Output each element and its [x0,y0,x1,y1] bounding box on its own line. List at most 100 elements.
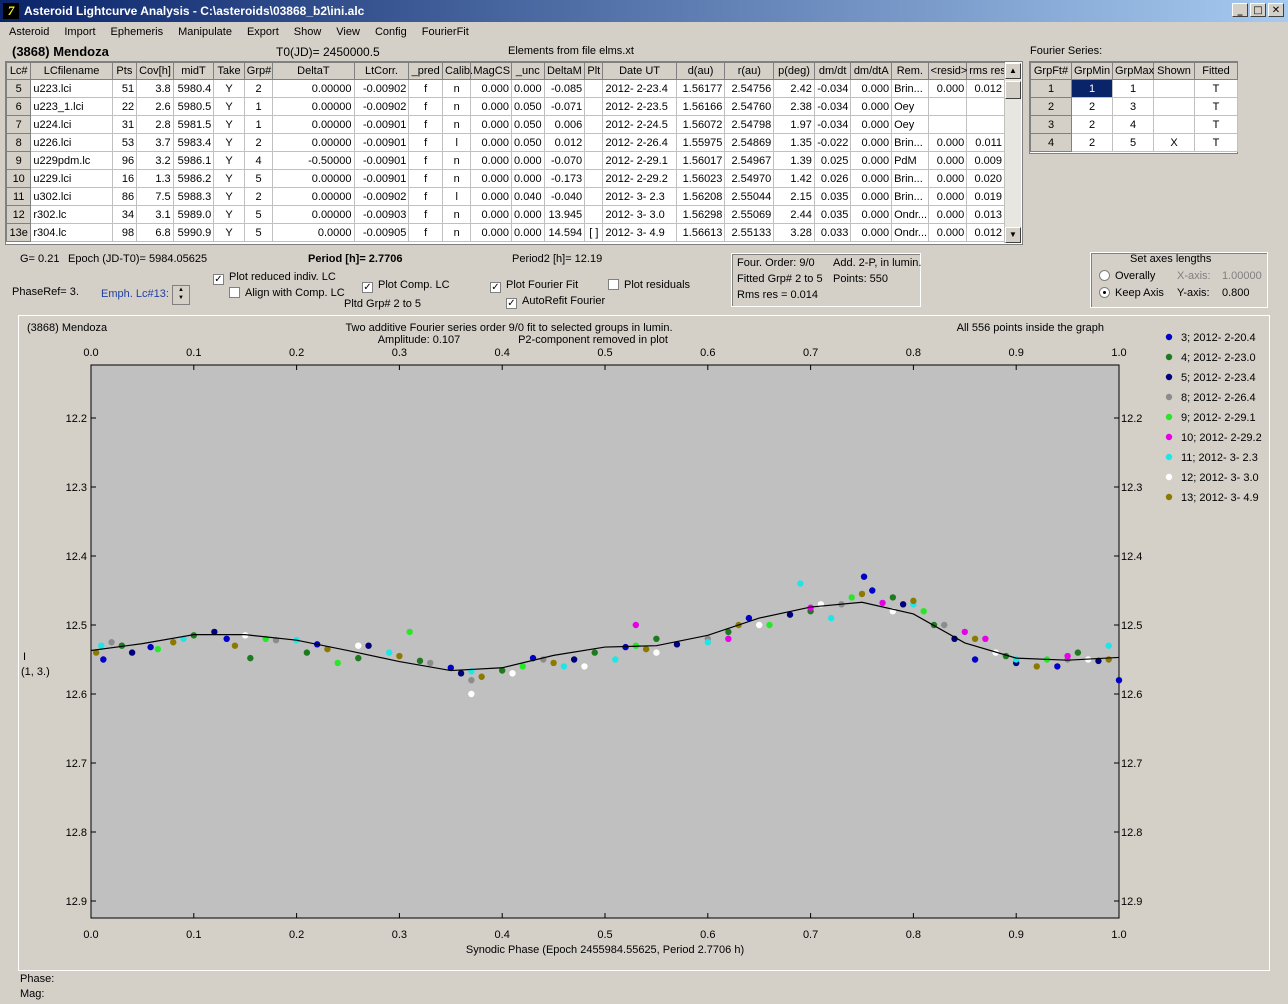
table-cell[interactable]: 2 [1030,97,1072,116]
table-cell[interactable]: 2012- 2-29.1 [602,151,677,170]
table-cell[interactable]: 0.000 [850,205,893,224]
table-cell[interactable]: 0.000 [927,79,968,98]
table-cell[interactable]: 0.000 [470,133,513,152]
table-cell[interactable]: f [408,115,443,134]
table-cell[interactable] [584,115,604,134]
table-cell[interactable]: -0.034 [813,79,852,98]
lc-col-header[interactable]: d(au) [675,62,726,80]
table-cell[interactable]: 3.8 [136,79,174,98]
table-cell[interactable]: 0.009 [966,151,1005,170]
table-cell[interactable]: 2012- 2-29.2 [602,169,677,188]
table-cell[interactable]: Brin... [891,169,929,188]
table-cell[interactable]: 0.000 [850,133,893,152]
table-cell[interactable]: 2.55044 [724,187,775,206]
table-cell[interactable]: 1 [1112,79,1154,98]
checkbox-icon[interactable]: ✓ [213,274,224,285]
lc-table-scrollbar[interactable]: ▲ ▼ [1004,63,1021,243]
table-cell[interactable]: Y [213,223,245,242]
table-cell[interactable]: 0.019 [966,187,1005,206]
table-cell[interactable]: 0.0000 [272,223,355,242]
table-cell[interactable]: 0.000 [927,223,968,242]
table-cell[interactable]: 16 [111,169,138,188]
close-button[interactable]: ✕ [1268,3,1284,17]
table-cell[interactable]: n [441,97,472,116]
table-cell[interactable]: 0.050 [511,97,545,116]
table-cell[interactable]: Brin... [891,79,929,98]
chk-plot-fourier[interactable]: ✓ Plot Fourier Fit [490,279,579,293]
table-cell[interactable]: 0.00000 [272,97,355,116]
table-cell[interactable]: 5988.3 [172,187,215,206]
table-cell[interactable]: 0.000 [511,223,545,242]
table-cell[interactable]: -0.00902 [353,97,410,116]
table-cell[interactable]: -0.00902 [353,79,410,98]
table-cell[interactable]: 0.000 [470,79,513,98]
table-cell[interactable]: 2 [243,187,274,206]
lc-col-header[interactable]: p(deg) [773,62,815,80]
table-cell[interactable]: 0.000 [511,205,545,224]
menu-export[interactable]: Export [246,26,279,38]
table-cell[interactable]: -0.070 [543,151,586,170]
table-cell[interactable]: f [408,79,443,98]
table-cell[interactable]: 11 [6,187,32,206]
table-cell[interactable]: 0.00000 [272,169,355,188]
table-cell[interactable]: 1.42 [773,169,815,188]
table-cell[interactable]: -0.173 [543,169,586,188]
scroll-up-icon[interactable]: ▲ [1005,63,1021,79]
lc-col-header[interactable]: MagCS [470,62,513,80]
fourier-col-header[interactable]: GrpFt# [1030,62,1072,80]
lc-col-header[interactable]: Grp# [243,62,274,80]
table-cell[interactable]: 5 [243,169,274,188]
table-cell[interactable]: n [441,79,472,98]
lc-col-header[interactable]: Take [213,62,245,80]
table-cell[interactable] [927,97,968,116]
menu-manipulate[interactable]: Manipulate [178,26,232,38]
fourier-col-header[interactable]: GrpMax [1112,62,1154,80]
table-cell[interactable]: 4 [1030,133,1072,152]
table-cell[interactable]: 0.000 [470,169,513,188]
table-cell[interactable]: 2.54760 [724,97,775,116]
lc-col-header[interactable]: <resid> [927,62,967,80]
lc-col-header[interactable]: Calib. [441,62,473,80]
table-cell[interactable]: 1.56017 [675,151,726,170]
table-cell[interactable]: -0.00901 [353,115,410,134]
table-cell[interactable]: 0.00000 [272,187,355,206]
table-cell[interactable]: f [408,223,443,242]
table-row[interactable]: 5 u223.lci 51 3.8 5980.4 Y 2 0.00000 -0.00902 f n 0… [6,79,1005,98]
table-cell[interactable]: 0.000 [511,151,545,170]
table-cell[interactable]: 1 [243,97,274,116]
table-cell[interactable]: 2 [1071,115,1113,134]
table-cell[interactable]: 2.54967 [724,151,775,170]
table-cell[interactable]: -0.00902 [353,187,410,206]
table-cell[interactable]: 0.040 [511,187,545,206]
table-cell[interactable]: 0.00000 [272,133,355,152]
radio-icon[interactable] [1099,270,1110,281]
chk-align-comp[interactable]: Align with Comp. LC [229,287,345,299]
table-cell[interactable] [584,151,604,170]
table-cell[interactable]: l [441,187,472,206]
table-cell[interactable]: 0.050 [511,115,545,134]
table-cell[interactable]: Oey [891,97,929,116]
table-cell[interactable]: 51 [111,79,138,98]
table-cell[interactable]: 2012- 3- 4.9 [602,223,677,242]
lc-col-header[interactable]: Plt [584,62,604,80]
table-cell[interactable]: 0.000 [850,79,893,98]
table-row[interactable]: 13e r304.lc 98 6.8 5990.9 Y 5 0.0000 -0.00905 f n 0… [6,223,1005,242]
lc-col-header[interactable]: DeltaM [543,62,586,80]
table-cell[interactable]: 86 [111,187,138,206]
table-cell[interactable]: 1.39 [773,151,815,170]
table-cell[interactable]: 0.000 [850,97,893,116]
scroll-thumb[interactable] [1005,81,1021,99]
menu-import[interactable]: Import [64,26,96,38]
table-cell[interactable]: n [441,151,472,170]
table-cell[interactable]: Brin... [891,187,929,206]
table-cell[interactable] [927,115,968,134]
table-row[interactable]: 8 u226.lci 53 3.7 5983.4 Y 2 0.00000 -0.00901 f l 0… [6,133,1005,152]
table-cell[interactable]: 5989.0 [172,205,215,224]
table-cell[interactable]: f [408,97,443,116]
table-cell[interactable]: -0.034 [813,97,852,116]
table-cell[interactable]: 5981.5 [172,115,215,134]
table-cell[interactable]: 2.55133 [724,223,775,242]
